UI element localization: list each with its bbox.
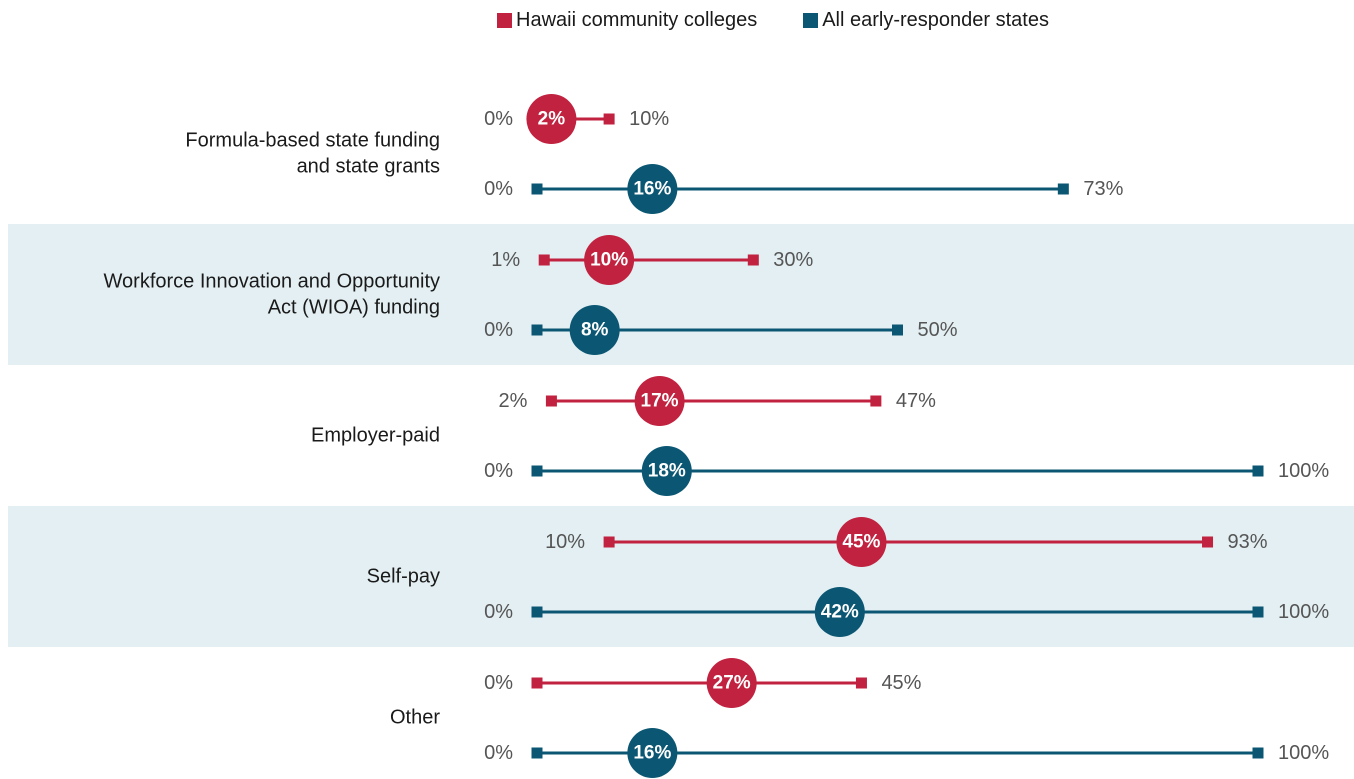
category-label: Formula-based state funding: [185, 130, 440, 152]
max-label: 10%: [629, 108, 669, 130]
category-label: Self-pay: [367, 566, 440, 588]
min-label: 0%: [484, 319, 513, 341]
category-band: [8, 224, 1354, 365]
median-dot: [627, 728, 678, 778]
min-label: 1%: [491, 249, 520, 271]
max-label: 100%: [1278, 601, 1329, 623]
min-marker: [538, 254, 550, 266]
min-marker: [531, 747, 543, 759]
range-row: 42% 0% 100%: [484, 587, 1329, 637]
legend-item-all-states: All early-responder states: [803, 9, 1049, 32]
range-row: 8% 0% 50%: [484, 305, 958, 355]
range-row: 10% 1% 30%: [491, 235, 814, 285]
median-dot: [814, 587, 865, 637]
median-label: 16%: [633, 743, 671, 764]
min-label: 0%: [484, 460, 513, 482]
max-label: 100%: [1278, 460, 1329, 482]
legend-label-all-states: All early-responder states: [822, 8, 1049, 31]
median-label: 17%: [641, 391, 679, 412]
range-row: 18% 0% 100%: [484, 446, 1329, 496]
max-marker: [855, 677, 867, 689]
max-label: 73%: [1083, 178, 1123, 200]
range-row: 17% 2% 47%: [499, 376, 936, 426]
category-label: Act (WIOA) funding: [268, 297, 440, 319]
max-label: 100%: [1278, 742, 1329, 764]
median-label: 45%: [842, 532, 880, 553]
category-label: Employer-paid: [311, 425, 440, 447]
median-dot: [569, 305, 620, 355]
median-label: 18%: [648, 461, 686, 482]
max-marker: [1202, 536, 1214, 548]
min-label: 0%: [484, 601, 513, 623]
range-row: 27% 0% 45%: [484, 658, 922, 708]
min-label: 10%: [545, 531, 585, 553]
min-label: 0%: [484, 108, 513, 130]
min-label: 0%: [484, 742, 513, 764]
min-label: 0%: [484, 672, 513, 694]
min-label: 0%: [484, 178, 513, 200]
median-label: 42%: [821, 602, 859, 623]
legend-label-hawaii: Hawaii community colleges: [516, 8, 758, 31]
min-marker: [531, 677, 543, 689]
max-label: 50%: [918, 319, 958, 341]
median-label: 16%: [633, 179, 671, 200]
median-dot: [836, 517, 887, 567]
min-marker: [531, 183, 543, 195]
min-marker: [531, 465, 543, 477]
legend-swatch-all-states: [803, 12, 819, 28]
range-row: 45% 10% 93%: [545, 517, 1268, 567]
max-label: 45%: [881, 672, 921, 694]
median-dot: [627, 164, 678, 214]
max-marker: [1252, 606, 1264, 618]
max-label: 93%: [1228, 531, 1268, 553]
median-label: 8%: [581, 320, 609, 341]
range-row: 2% 0% 10%: [484, 94, 669, 144]
max-marker: [870, 395, 882, 407]
max-marker: [892, 324, 903, 336]
category-group: Employer-paid 17% 2% 47% 18% 0% 100%: [311, 376, 1329, 496]
median-dot: [634, 376, 685, 426]
category-group: Workforce Innovation and Opportunity Act …: [8, 224, 1354, 365]
legend-swatch-hawaii: [497, 12, 512, 28]
max-marker: [1252, 747, 1264, 759]
min-marker: [603, 536, 615, 548]
min-marker: [531, 606, 543, 618]
min-marker: [531, 324, 543, 336]
category-group: Other 27% 0% 45% 16% 0% 100%: [390, 658, 1329, 778]
category-label: Other: [390, 707, 440, 729]
category-label: and state grants: [297, 156, 440, 178]
max-marker: [1252, 465, 1264, 477]
max-marker: [603, 113, 615, 125]
max-marker: [747, 254, 759, 266]
range-row: 16% 0% 100%: [484, 728, 1329, 778]
min-label: 2%: [499, 390, 528, 412]
median-dot: [706, 658, 757, 708]
max-marker: [1057, 183, 1069, 195]
median-dot: [584, 235, 635, 285]
median-dot: [641, 446, 692, 496]
category-group: Self-pay 45% 10% 93% 42% 0% 100%: [8, 506, 1354, 647]
category-label: Workforce Innovation and Opportunity: [104, 271, 440, 293]
max-label: 47%: [896, 390, 936, 412]
category-group: Formula-based state funding and state gra…: [185, 94, 1124, 214]
median-label: 27%: [713, 673, 751, 694]
chart-legend: Hawaii community colleges All early-resp…: [497, 6, 1095, 34]
min-marker: [545, 395, 557, 407]
range-row: 16% 0% 73%: [484, 164, 1124, 214]
median-label: 10%: [590, 250, 628, 271]
legend-item-hawaii: Hawaii community colleges: [497, 9, 757, 32]
category-band: [8, 506, 1354, 647]
max-label: 30%: [773, 249, 813, 271]
median-label: 2%: [538, 109, 566, 130]
median-dot: [526, 94, 577, 144]
